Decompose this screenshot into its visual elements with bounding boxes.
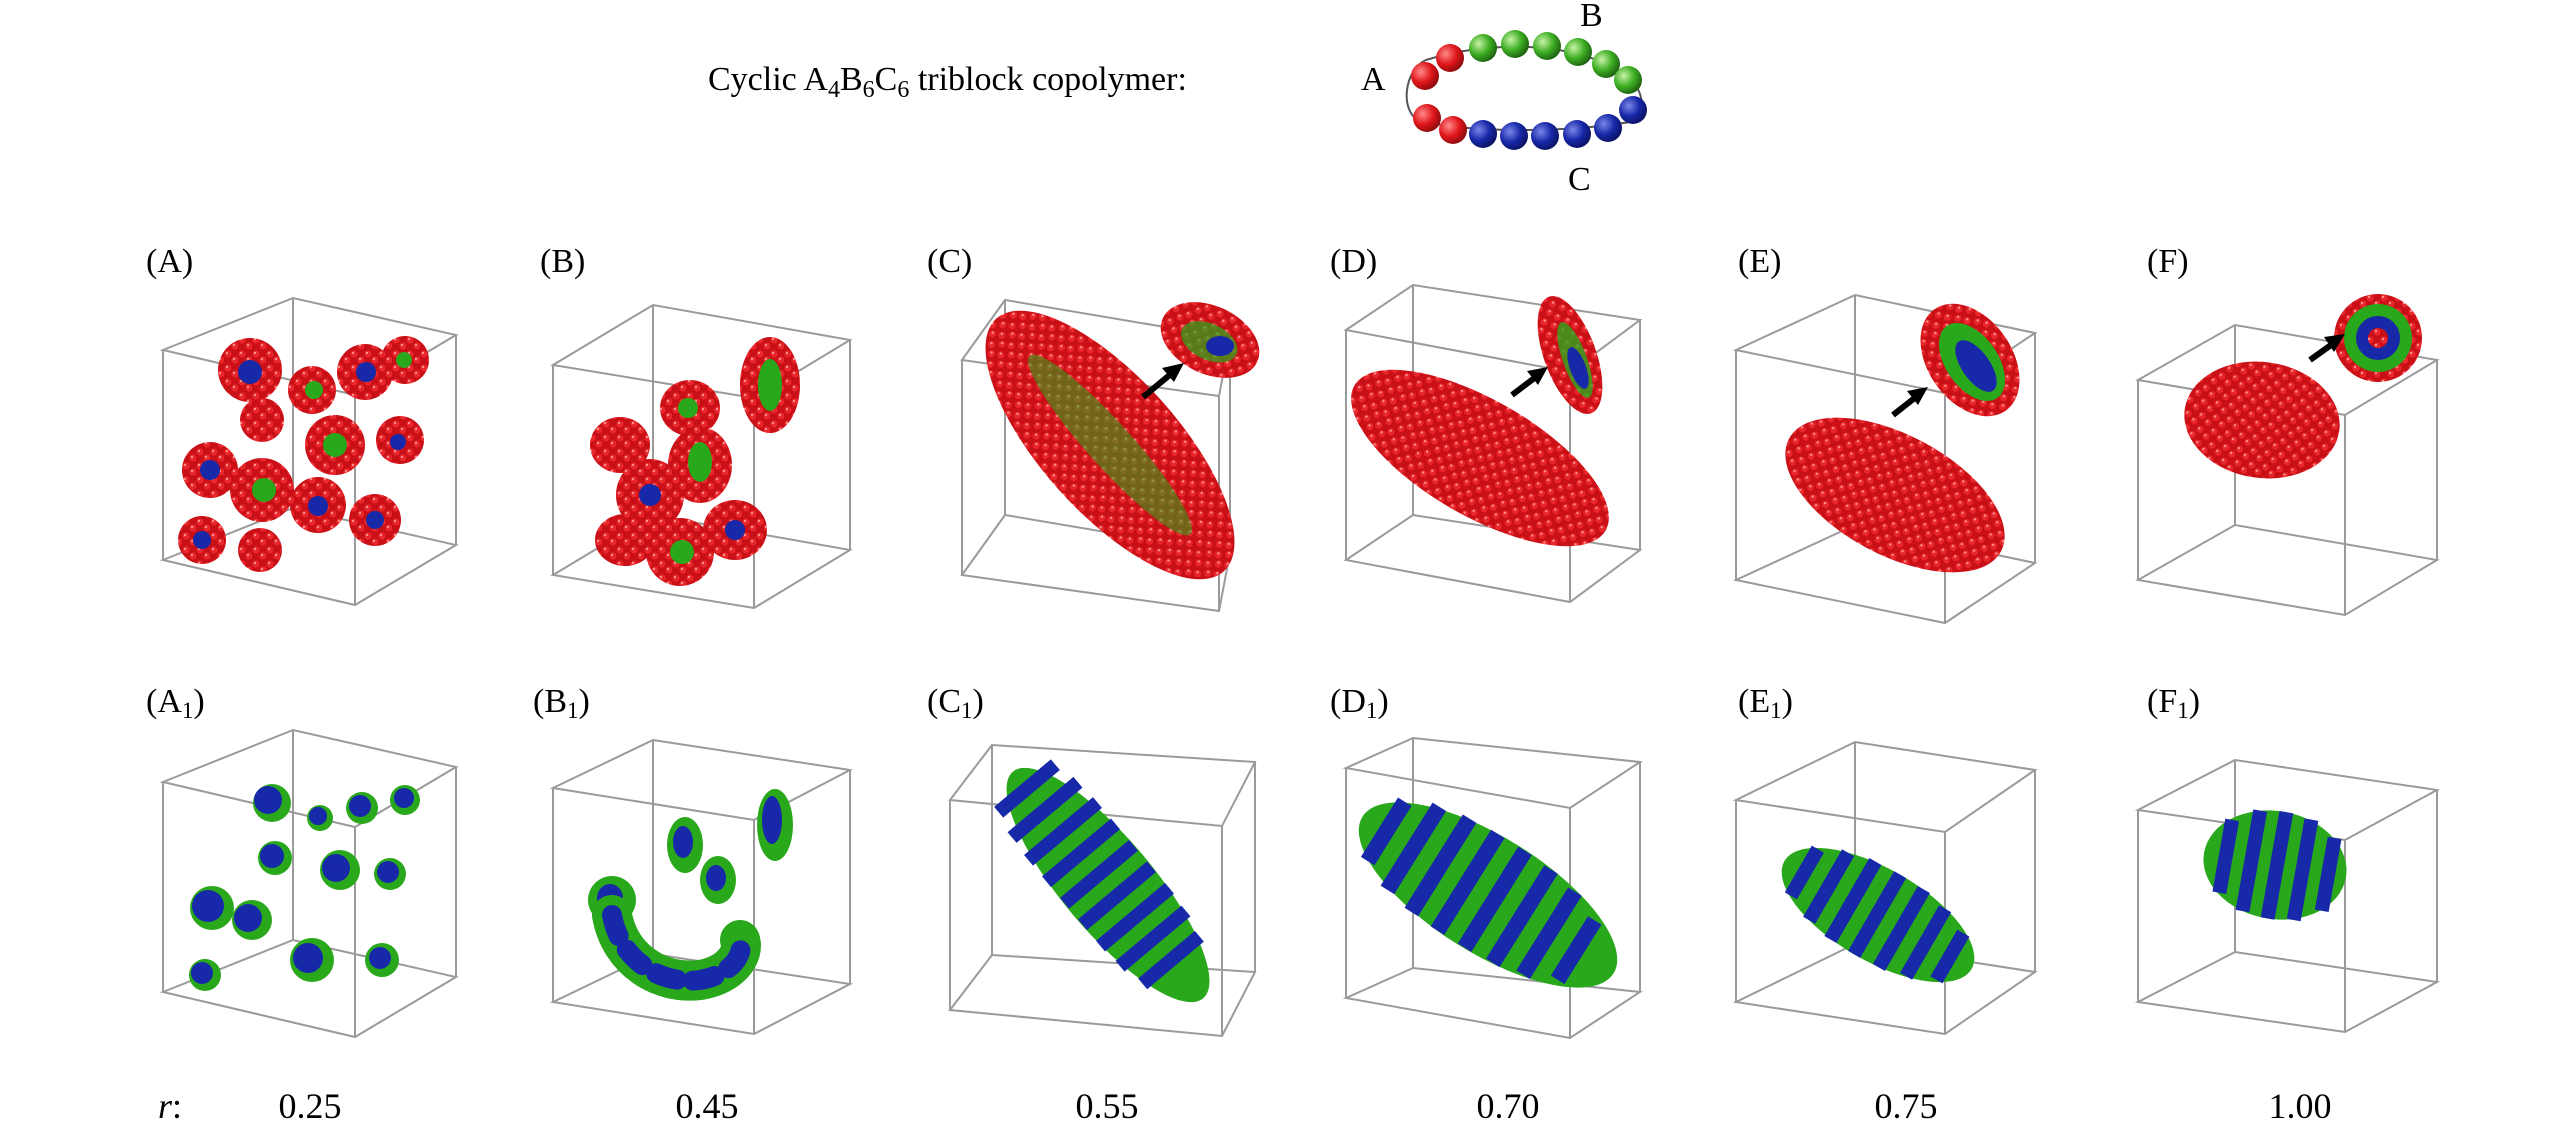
panel-d: (D) <box>1330 243 1643 604</box>
micelles-b <box>590 337 800 586</box>
bead-label-b: B <box>1580 0 1603 34</box>
header: Cyclic A4B6C6 triblock copolymer: A B C <box>708 0 1647 198</box>
bead-a-4 <box>1439 116 1467 144</box>
bead-c-6 <box>1469 120 1497 148</box>
r-value-6: 1.00 <box>2269 1086 2332 1126</box>
panel-label-a: (A) <box>146 243 193 280</box>
micelle-e <box>1785 417 2005 573</box>
bead-c-3 <box>1563 120 1591 148</box>
panel-label-f1: (F1) <box>2147 683 2200 723</box>
panel-label-a1: (A1) <box>146 683 205 723</box>
panel-label-e: (E) <box>1738 243 1781 280</box>
panel-b: (B) <box>540 243 853 610</box>
panel-a1: (A1) <box>146 683 459 1039</box>
bead-b-4 <box>1564 38 1592 66</box>
r-symbol: r: <box>158 1086 182 1126</box>
r-value-4: 0.70 <box>1477 1086 1540 1126</box>
bead-label-c: C <box>1568 161 1591 198</box>
inset-d <box>1537 296 1603 414</box>
r-value-2: 0.45 <box>676 1086 739 1126</box>
bead-label-a: A <box>1361 61 1386 98</box>
inset-e <box>1920 303 2020 417</box>
micelle-f <box>2184 361 2340 479</box>
panel-f: (F) <box>2135 243 2440 617</box>
r-value-1: 0.25 <box>279 1086 342 1126</box>
r-value-3: 0.55 <box>1076 1086 1139 1126</box>
panel-label-c1: (C1) <box>927 683 984 723</box>
bead-c-2 <box>1594 114 1622 142</box>
striped-ellipsoid-e1 <box>1781 845 1975 984</box>
micelle-d <box>1351 369 1609 547</box>
micelles-a <box>178 336 429 572</box>
inset-f <box>2334 294 2422 382</box>
ring-chain-diagram <box>1405 30 1647 150</box>
bead-a-2 <box>1411 62 1439 90</box>
bead-a-3 <box>1413 104 1441 132</box>
panel-a: (A) <box>146 243 459 607</box>
box-frame-c1 <box>948 743 1257 1038</box>
box-frame-d1 <box>1342 736 1643 1040</box>
inset-arrowhead-e <box>1907 387 1928 405</box>
panel-label-d1: (D1) <box>1330 683 1389 723</box>
panel-label-e1: (E1) <box>1738 683 1793 723</box>
panel-e1: (E1) <box>1732 683 2038 1036</box>
bead-b-5 <box>1592 50 1620 78</box>
top-row: (A) <box>146 243 2440 625</box>
box-frame-a1 <box>159 728 459 1039</box>
r-axis-row: r: 0.25 0.45 0.55 0.70 0.75 1.00 <box>158 1086 2332 1126</box>
bead-c-5 <box>1500 122 1528 150</box>
panel-b1: (B1) <box>533 683 854 1036</box>
inset-arrowhead-d <box>1527 367 1548 385</box>
striped-ellipsoid-f1 <box>2203 809 2347 922</box>
bead-c-1 <box>1619 96 1647 124</box>
inset-arrowhead-f <box>2324 334 2345 352</box>
bead-a-1 <box>1436 44 1464 72</box>
bead-b-1 <box>1469 34 1497 62</box>
panel-e: (E) <box>1732 243 2038 625</box>
striped-ellipsoid-d1 <box>1358 797 1618 988</box>
bead-b-6 <box>1614 66 1642 94</box>
panel-label-c: (C) <box>927 243 972 280</box>
inset-c <box>1160 302 1260 378</box>
bead-b-3 <box>1533 32 1561 60</box>
micelle-c <box>985 310 1235 580</box>
panel-d1: (D1) <box>1330 683 1643 1040</box>
panel-c1: (C1) <box>927 683 1257 1038</box>
inset-arrowhead-c <box>1162 363 1184 382</box>
spheres-a1 <box>189 784 420 991</box>
panel-label-b: (B) <box>540 243 585 280</box>
panel-f1: (F1) <box>2134 683 2441 1034</box>
r-value-5: 0.75 <box>1875 1086 1938 1126</box>
bead-c-4 <box>1531 122 1559 150</box>
striped-cylinder-c1 <box>994 759 1210 1003</box>
panel-label-d: (D) <box>1330 243 1377 280</box>
worms-b1 <box>588 789 793 1001</box>
bead-b-2 <box>1501 30 1529 58</box>
panel-label-b1: (B1) <box>533 683 590 723</box>
panel-label-f: (F) <box>2147 243 2189 280</box>
header-title: Cyclic A4B6C6 triblock copolymer: <box>708 61 1187 103</box>
bottom-row: (A1) ( <box>146 683 2441 1040</box>
panel-c: (C) <box>927 243 1260 613</box>
